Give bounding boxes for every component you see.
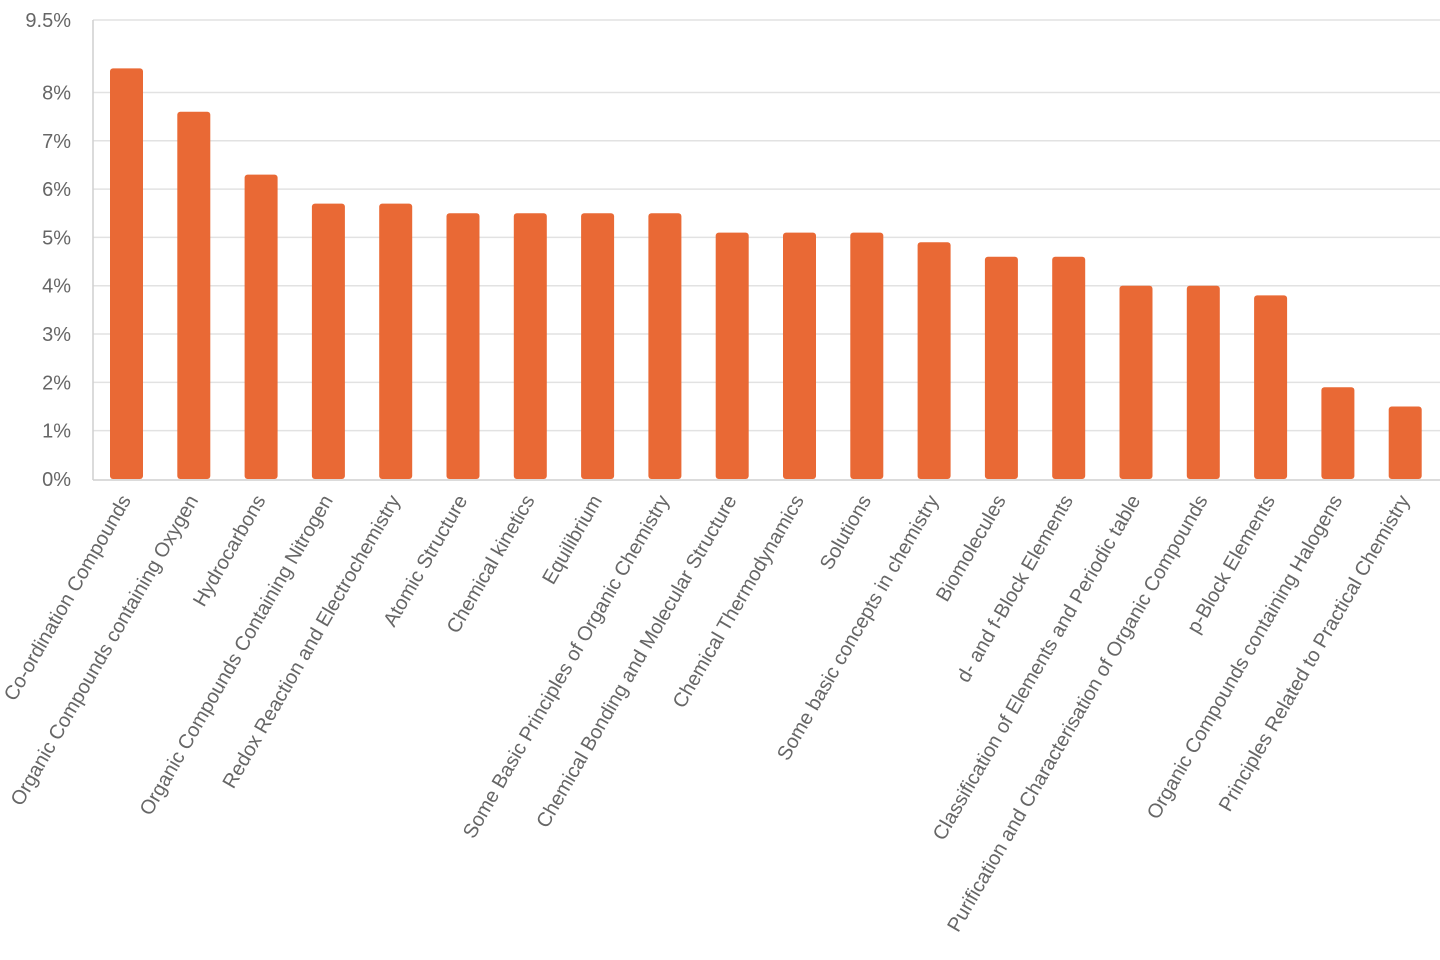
x-category-label: Solutions <box>816 492 876 574</box>
y-tick-label: 7% <box>42 131 71 153</box>
bar[interactable] <box>917 242 951 479</box>
bar[interactable] <box>581 213 615 479</box>
bar[interactable] <box>1321 387 1355 479</box>
x-category-label: d- and f-Block Elements <box>953 492 1078 687</box>
bar[interactable] <box>379 203 413 479</box>
bar[interactable] <box>1186 285 1220 479</box>
y-tick-label: 3% <box>42 324 71 346</box>
bar[interactable] <box>177 111 211 480</box>
x-category-label: Equilibrium <box>538 492 607 589</box>
y-tick-label: 1% <box>42 421 71 443</box>
bar[interactable] <box>110 68 143 479</box>
bar[interactable] <box>783 232 816 479</box>
bar[interactable] <box>1254 295 1288 479</box>
y-tick-label: 9.5% <box>25 10 71 32</box>
bar[interactable] <box>715 232 749 479</box>
bar[interactable] <box>446 213 480 479</box>
y-tick-label: 0% <box>42 469 71 491</box>
x-category-label: Purification and Characterisation of Org… <box>943 492 1212 936</box>
bar[interactable] <box>648 213 682 479</box>
x-category-label: Chemical Thermodynamics <box>669 492 809 713</box>
y-tick-label: 2% <box>42 372 71 394</box>
bar[interactable] <box>513 213 547 479</box>
y-tick-label: 4% <box>42 276 71 298</box>
bar[interactable] <box>1119 285 1153 479</box>
bar[interactable] <box>1052 256 1086 479</box>
bar[interactable] <box>984 256 1018 479</box>
y-axis-tick-labels: 0% 1% 2% 3% 4% 5% 6% 7% 8% 9.5% <box>25 10 71 491</box>
bar[interactable] <box>311 203 345 479</box>
bar[interactable] <box>850 232 884 479</box>
y-tick-label: 5% <box>42 227 71 249</box>
x-category-label: Hydrocarbons <box>189 492 270 611</box>
x-category-label: Biomolecules <box>932 492 1011 606</box>
bar[interactable] <box>244 174 278 479</box>
x-category-label: Co-ordination Compounds <box>0 492 136 705</box>
bar[interactable] <box>1388 406 1422 479</box>
y-tick-label: 6% <box>42 179 71 201</box>
grid-lines <box>93 19 1440 432</box>
y-tick-label: 8% <box>42 82 71 104</box>
bars <box>110 68 1422 480</box>
axes <box>92 20 1440 481</box>
